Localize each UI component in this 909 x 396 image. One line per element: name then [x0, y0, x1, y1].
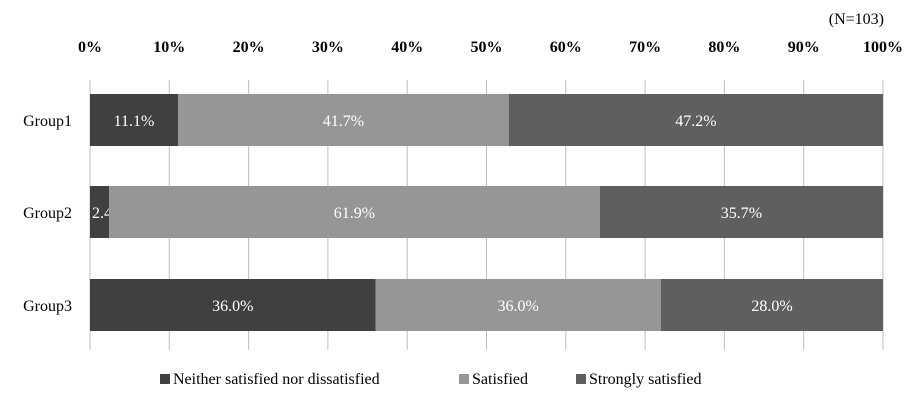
x-tick-label: 100% [863, 39, 903, 56]
legend-label: Neither satisfied nor dissatisfied [173, 371, 380, 388]
category-label: Group3 [23, 298, 72, 315]
legend: Neither satisfied nor dissatisfied Satisf… [160, 371, 701, 388]
bar-segment [508, 94, 883, 146]
data-label: 47.2% [675, 113, 716, 130]
x-tick-label: 50% [471, 39, 503, 56]
data-label: 41.7% [323, 113, 364, 130]
x-tick-label: 0% [78, 39, 102, 56]
bar-segment [178, 94, 509, 146]
bar-segment [90, 279, 376, 331]
data-label: 35.7% [721, 205, 762, 222]
legend-swatch [160, 374, 170, 384]
bar-segment [109, 186, 600, 238]
data-label: 36.0% [212, 298, 253, 315]
x-axis-ticks: 0% 10% 20% 30% 40% 50% 60% 70% 80% 90% 100% [78, 39, 903, 56]
category-label: Group1 [23, 113, 72, 130]
x-tick-label: 60% [550, 39, 582, 56]
category-labels: Group1 Group2 Group3 [23, 113, 72, 315]
data-label: 61.9% [334, 205, 375, 222]
legend-swatch [576, 374, 586, 384]
x-tick-label: 80% [708, 39, 740, 56]
x-tick-label: 40% [391, 39, 423, 56]
x-tick-label: 30% [312, 39, 344, 56]
bar-segment [375, 279, 661, 331]
bar-segment [90, 94, 179, 146]
x-tick-label: 90% [788, 39, 820, 56]
sample-size-note: (N=103) [829, 11, 884, 28]
data-label: 36.0% [498, 298, 539, 315]
x-tick-label: 10% [153, 39, 185, 56]
legend-swatch [459, 374, 469, 384]
bar-segment [599, 186, 883, 238]
legend-label: Strongly satisfied [589, 371, 701, 388]
bar-segment [90, 186, 110, 238]
legend-label: Satisfied [472, 371, 528, 388]
x-tick-label: 70% [629, 39, 661, 56]
x-tick-label: 20% [233, 39, 265, 56]
data-label: 11.1% [114, 113, 155, 130]
category-label: Group2 [23, 205, 72, 222]
bars: 11.1% 41.7% 47.2%2.4% 61.9% 35.7%36.0% 36.0% 2… [90, 94, 883, 331]
data-label: 28.0% [751, 298, 792, 315]
bar-segment [660, 279, 883, 331]
